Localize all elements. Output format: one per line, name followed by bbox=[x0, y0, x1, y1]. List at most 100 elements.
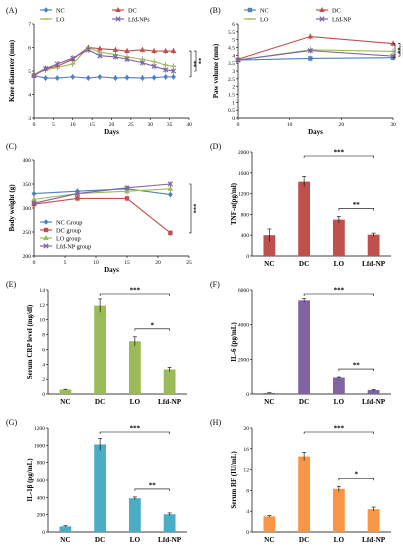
y-axis-label: Knee diameter (mm) bbox=[8, 39, 16, 102]
y-tick-label: 0 bbox=[42, 530, 45, 536]
chart-panel-1: (B) 0 0.5 11.5 2 2.5 3 3.5 44.5 5 5.5 6 Paw volume (… bbox=[210, 6, 403, 136]
significance-bracket bbox=[189, 183, 192, 234]
chart-panel-2: (C) 200 250 300 350 400 Body weight (g) 0 5 10 15 2… bbox=[6, 142, 197, 274]
y-tick-label: 400 bbox=[241, 233, 250, 239]
significance-bracket bbox=[338, 477, 374, 481]
legend: NC DC LO Lfd-NP bbox=[244, 7, 352, 24]
bar bbox=[163, 514, 176, 532]
y-tick-label: 400 bbox=[23, 158, 32, 164]
panel-letter: (E) bbox=[6, 280, 17, 289]
series-point bbox=[235, 57, 241, 63]
bar bbox=[163, 369, 176, 394]
legend-label: NC Group bbox=[56, 220, 82, 227]
y-axis-label: Serum RF (IU/mL) bbox=[230, 451, 238, 509]
series-point bbox=[124, 196, 130, 201]
legend-label: LO group bbox=[56, 236, 81, 243]
y-tick-label: 2000 bbox=[238, 357, 249, 363]
legend-label: LO bbox=[56, 17, 65, 24]
category-label: Lfd-NP bbox=[362, 260, 386, 268]
bar bbox=[128, 498, 141, 532]
x-axis-label: Days bbox=[104, 266, 119, 274]
bar bbox=[332, 219, 345, 256]
significance-bracket bbox=[99, 431, 170, 434]
significance-mark: ** bbox=[190, 61, 197, 67]
significance-mark: *** bbox=[399, 45, 403, 55]
y-tick-label: 3 bbox=[232, 69, 235, 75]
series-point bbox=[70, 74, 76, 80]
y-tick-label: 7 bbox=[28, 22, 31, 28]
series-line bbox=[33, 49, 174, 77]
x-tick-label: 30 bbox=[390, 122, 396, 128]
series-point bbox=[97, 53, 103, 59]
y-tick-label: 1.5 bbox=[228, 93, 235, 99]
y-tick-label: 14 bbox=[39, 288, 45, 294]
y-axis-label: Serum CRP level (mg/dl) bbox=[26, 304, 34, 379]
bar bbox=[59, 389, 72, 394]
x-tick-label: 10 bbox=[93, 260, 99, 266]
bar bbox=[94, 305, 107, 394]
legend: NC DC LO Lfd-NPs bbox=[40, 7, 150, 24]
x-axis-label: Days bbox=[104, 128, 119, 136]
series-point bbox=[168, 230, 173, 236]
x-tick-label: 30 bbox=[147, 122, 153, 128]
y-tick-label: 5 bbox=[28, 69, 31, 75]
chart-panel-6: (G) 0 200 400 600 800 1000 1200 IL-1β (pg/mL) NC D… bbox=[6, 418, 187, 544]
bar bbox=[332, 377, 345, 394]
x-tick-label: 15 bbox=[89, 122, 95, 128]
y-tick-label: 1200 bbox=[34, 426, 45, 432]
series-point bbox=[75, 196, 80, 201]
significance-mark: *** bbox=[334, 425, 345, 433]
y-axis-label: TNF-α(pg/ml) bbox=[230, 182, 238, 225]
category-label: LO bbox=[334, 398, 345, 406]
x-tick-label: 20 bbox=[155, 260, 161, 266]
series-point bbox=[163, 74, 169, 80]
series-point bbox=[31, 73, 37, 79]
y-tick-label: 800 bbox=[37, 461, 46, 467]
series-point bbox=[43, 75, 49, 81]
series-point bbox=[54, 75, 60, 81]
significance-bracket bbox=[134, 488, 170, 491]
series-line bbox=[33, 188, 171, 196]
y-tick-label: 12 bbox=[39, 303, 45, 309]
category-label: DC bbox=[95, 398, 105, 406]
y-tick-label: 250 bbox=[23, 230, 32, 236]
legend-label: DC bbox=[128, 8, 137, 15]
y-tick-label: 3.5 bbox=[228, 61, 235, 67]
series-point bbox=[140, 75, 145, 81]
bar bbox=[367, 390, 380, 394]
series-point bbox=[167, 185, 174, 191]
series-point bbox=[163, 67, 169, 73]
significance-bracket bbox=[303, 155, 374, 158]
y-tick-label: 600 bbox=[37, 478, 46, 484]
y-tick-label: 2000 bbox=[238, 150, 249, 156]
bar bbox=[263, 235, 276, 256]
series-point bbox=[151, 48, 157, 54]
series-line bbox=[33, 46, 174, 76]
category-label: NC bbox=[60, 398, 70, 406]
y-tick-label: 5 bbox=[232, 38, 235, 44]
y-tick-label: 1600 bbox=[238, 171, 249, 177]
y-tick-label: 4 bbox=[42, 362, 45, 368]
series-point bbox=[151, 63, 157, 69]
y-tick-label: 6 bbox=[28, 46, 31, 52]
series-point bbox=[31, 196, 37, 202]
significance-bracket bbox=[303, 293, 374, 296]
y-tick-label: 6 bbox=[42, 347, 45, 353]
significance-mark: * bbox=[151, 321, 155, 329]
panel-letter: (D) bbox=[210, 142, 221, 151]
significance-mark: *** bbox=[190, 204, 197, 214]
y-tick-label: 3 bbox=[28, 116, 31, 122]
legend-marker bbox=[319, 7, 325, 12]
legend-marker bbox=[43, 7, 49, 13]
x-tick-label: 0 bbox=[33, 260, 36, 266]
legend-marker bbox=[115, 16, 121, 22]
y-tick-label: 16 bbox=[243, 447, 249, 453]
chart-panel-7: (H) 0 4 8 12 16 20 Serum RF (IU/mL) NC DC LO Lfd-NP… bbox=[210, 418, 391, 544]
bar bbox=[59, 526, 72, 532]
y-tick-label: 800 bbox=[241, 212, 250, 218]
bar bbox=[94, 444, 107, 532]
x-tick-label: 25 bbox=[186, 260, 192, 266]
series-point bbox=[74, 190, 81, 197]
